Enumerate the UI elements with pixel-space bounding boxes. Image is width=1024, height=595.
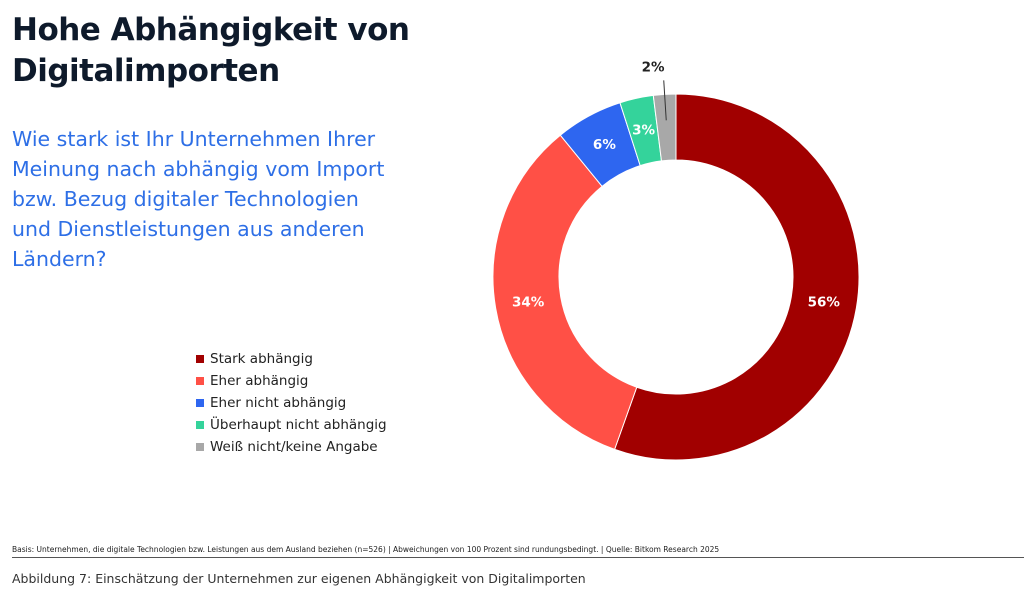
- page-title: Hohe Abhängigkeit von Digitalimporten: [12, 10, 432, 92]
- figure-caption: Abbildung 7: Einschätzung der Unternehme…: [12, 571, 586, 586]
- legend-swatch: [196, 377, 204, 385]
- data-label-stark-abhaengig: 56%: [808, 295, 841, 311]
- legend-swatch: [196, 399, 204, 407]
- legend-item-stark-abhaengig: Stark abhängig: [196, 348, 387, 370]
- legend-item-ueberhaupt-nicht-abhaengig: Überhaupt nicht abhängig: [196, 414, 387, 436]
- legend-label: Eher abhängig: [210, 373, 309, 389]
- data-label-eher-abhaengig: 34%: [512, 295, 545, 311]
- leader-line: [663, 80, 667, 121]
- chart-legend: Stark abhängig Eher abhängig Eher nicht …: [196, 348, 387, 458]
- question-line: Ländern?: [12, 247, 107, 271]
- data-label-eher-nicht-abhaengig: 6%: [593, 137, 616, 153]
- donut-slice-eher-abhaengig: [492, 134, 638, 451]
- survey-question: Wie stark ist Ihr Unternehmen Ihrer Mein…: [12, 124, 412, 274]
- data-label-weiss-nicht: 2%: [642, 59, 665, 75]
- question-line: Meinung nach abhängig vom Import: [12, 157, 385, 181]
- donut-slice-stark-abhaengig: [613, 93, 860, 461]
- footer-divider: [12, 557, 1024, 558]
- question-line: Wie stark ist Ihr Unternehmen Ihrer: [12, 127, 376, 151]
- title-line-1: Hohe Abhängigkeit von: [12, 12, 410, 48]
- legend-label: Eher nicht abhängig: [210, 395, 347, 411]
- legend-label: Weiß nicht/keine Angabe: [210, 439, 378, 455]
- legend-item-eher-nicht-abhaengig: Eher nicht abhängig: [196, 392, 387, 414]
- donut-slice-weiss-nicht: [652, 93, 677, 162]
- question-line: bzw. Bezug digitaler Technologien: [12, 187, 359, 211]
- legend-swatch: [196, 443, 204, 451]
- basis-note: Basis: Unternehmen, die digitale Technol…: [12, 545, 720, 554]
- legend-label: Stark abhängig: [210, 351, 313, 367]
- legend-label: Überhaupt nicht abhängig: [210, 417, 387, 433]
- question-line: und Dienstleistungen aus anderen: [12, 217, 365, 241]
- data-label-ueberhaupt-nicht-abhaengig: 3%: [632, 123, 655, 139]
- legend-swatch: [196, 355, 204, 363]
- legend-swatch: [196, 421, 204, 429]
- legend-item-weiss-nicht: Weiß nicht/keine Angabe: [196, 436, 387, 458]
- title-line-2: Digitalimporten: [12, 53, 280, 89]
- legend-item-eher-abhaengig: Eher abhängig: [196, 370, 387, 392]
